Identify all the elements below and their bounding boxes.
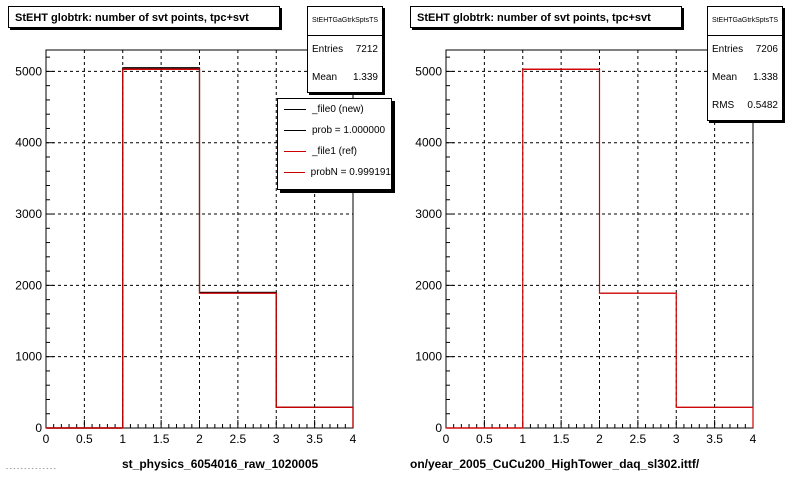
x-axis-label: on/year_2005_CuCu200_HighTower_daq_sl302… xyxy=(410,457,700,471)
x-axis-label: st_physics_6054016_raw_1020005 xyxy=(122,457,319,471)
legend-line-swatch xyxy=(284,151,306,152)
y-tick-label: 2000 xyxy=(15,278,42,292)
legend: _file0 (new) prob = 1.000000 _file1 (ref… xyxy=(277,98,392,190)
y-tick-label: 1000 xyxy=(15,350,42,364)
x-tick-label: 1.5 xyxy=(553,432,570,446)
legend-entry: _file0 (new) xyxy=(278,99,391,120)
x-tick-label: 2.5 xyxy=(230,432,247,446)
y-tick-label: 1000 xyxy=(415,350,442,364)
x-tick-label: 1 xyxy=(519,432,526,446)
x-tick-label: 0.5 xyxy=(476,432,493,446)
x-tick-label: 3.5 xyxy=(306,432,323,446)
stats-value: 1.339 xyxy=(352,72,378,83)
x-tick-label: 0 xyxy=(443,432,450,446)
legend-entry: prob = 1.000000 xyxy=(278,120,391,141)
x-tick-label: 2.5 xyxy=(630,432,647,446)
stats-value: 7212 xyxy=(355,44,378,55)
stats-row-entries: Entries 7212 xyxy=(308,36,382,64)
y-tick-label: 3000 xyxy=(15,207,42,221)
stats-label: RMS xyxy=(712,100,735,111)
legend-entry: probN = 0.999191 xyxy=(278,162,391,183)
y-tick-label: 5000 xyxy=(415,64,442,78)
stats-row-rms: RMS 0.5482 xyxy=(708,92,782,120)
stats-label: Mean xyxy=(312,72,338,83)
x-tick-label: 3 xyxy=(673,432,680,446)
x-tick-label: 2 xyxy=(596,432,603,446)
legend-entry: _file1 (ref) xyxy=(278,141,391,162)
x-tick-label: 2 xyxy=(196,432,203,446)
chart-panel-left: 0 0.5 1 1.5 2 2.5 3 3.5 4 0 1000 2000 3000 4000 5000 S… xyxy=(6,6,392,472)
y-tick-label: 3000 xyxy=(415,207,442,221)
y-tick-label: 4000 xyxy=(15,136,42,150)
stats-row-entries: Entries 7206 xyxy=(708,36,782,64)
legend-line-swatch xyxy=(284,172,305,173)
x-tick-label: 4 xyxy=(750,432,757,446)
histogram-plot-right: 0 0.5 1 1.5 2 2.5 3 3.5 4 0 1000 2000 3000 4000 5000 xyxy=(415,49,757,446)
stats-row-mean: Mean 1.338 xyxy=(708,64,782,92)
legend-label: prob = 1.000000 xyxy=(312,125,386,136)
stats-box: StEHTGaGtrkSptsTS Entries 7212 Mean 1.33… xyxy=(307,6,383,93)
stats-label: Entries xyxy=(312,44,344,55)
stats-value: 7206 xyxy=(755,44,778,55)
stats-value: 0.5482 xyxy=(747,100,778,111)
stats-name: StEHTGaGtrkSptsTS xyxy=(308,7,382,36)
chart-title: StEHT globtrk: number of svt points, tpc… xyxy=(410,6,682,28)
chart-title: StEHT globtrk: number of svt points, tpc… xyxy=(8,6,280,28)
x-tick-label: 1.5 xyxy=(153,432,170,446)
legend-line-swatch xyxy=(284,130,306,131)
x-tick-label: 3.5 xyxy=(706,432,723,446)
stats-name: StEHTGaGtrkSptsTS xyxy=(708,7,782,36)
y-tick-label: 5000 xyxy=(15,64,42,78)
y-tick-label: 0 xyxy=(35,421,42,435)
legend-label: _file1 (ref) xyxy=(312,146,358,157)
legend-label: probN = 0.999191 xyxy=(310,167,391,178)
x-tick-label: 3 xyxy=(273,432,280,446)
x-tick-label: 0 xyxy=(43,432,50,446)
x-tick-label: 4 xyxy=(350,432,357,446)
y-tick-label: 4000 xyxy=(415,136,442,150)
chart-panel-right: 0 0.5 1 1.5 2 2.5 3 3.5 4 0 1000 2000 3000 4000 5000 S… xyxy=(400,0,800,480)
y-tick-label: 2000 xyxy=(415,278,442,292)
x-tick-label: 0.5 xyxy=(76,432,93,446)
x-tick-label: 1 xyxy=(119,432,126,446)
stats-value: 1.338 xyxy=(752,72,778,83)
stats-row-mean: Mean 1.339 xyxy=(308,64,382,92)
legend-label: _file0 (new) xyxy=(312,104,364,115)
footer-text: - - - - - - - - - - - - - - xyxy=(6,466,56,472)
stats-label: Entries xyxy=(712,44,744,55)
stats-label: Mean xyxy=(712,72,738,83)
legend-line-swatch xyxy=(284,109,306,110)
stats-box: StEHTGaGtrkSptsTS Entries 7206 Mean 1.33… xyxy=(707,6,783,121)
y-tick-label: 0 xyxy=(435,421,442,435)
